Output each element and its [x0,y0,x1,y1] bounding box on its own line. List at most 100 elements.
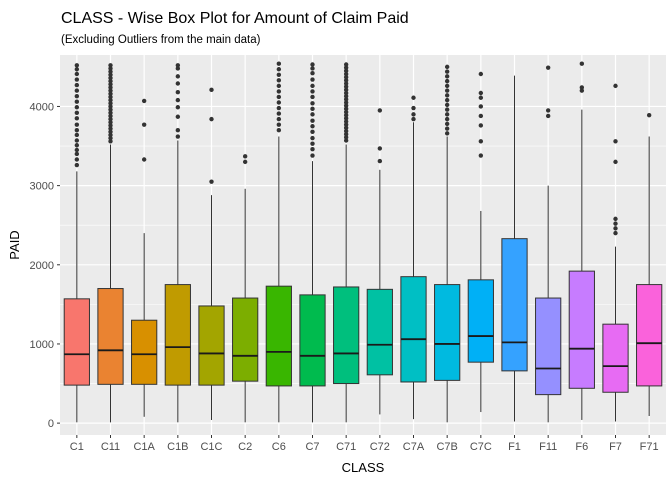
outlier-point [108,104,113,109]
y-tick-label: 2000 [30,260,54,272]
outlier-point [613,139,618,144]
outlier-point [310,89,315,94]
outlier-point [175,105,181,110]
outlier-point [377,158,383,164]
outlier-point [310,124,315,129]
x-tick-label: C1A [133,441,155,453]
box-body [636,284,663,387]
y-tick-label: 4000 [30,101,54,113]
chart-subtitle: (Excluding Outliers from the main data) [61,34,261,46]
x-tick-label: F7 [609,441,622,453]
outlier-point [343,109,349,115]
outlier-point [613,226,618,231]
outlier-point [108,63,113,68]
x-tick-label: F1 [508,441,521,453]
box-body [535,297,562,396]
outlier-point [74,105,80,110]
outlier-point [141,122,147,127]
x-axis-ticks: C1 C11 C1A C1B C1C C2 C6 C7 C71 C72 C7A C7B C7C F1 F11… [70,435,659,453]
outlier-point [74,71,80,77]
outlier-point [276,61,282,66]
outlier-point [478,95,484,100]
outlier-point [343,93,349,99]
box-c6 [265,61,292,423]
outlier-point [646,112,652,118]
box-c72 [366,108,393,415]
outlier-point [411,112,416,117]
outlier-point [343,125,349,131]
outlier-point [444,83,450,89]
outlier-point [108,123,113,128]
outlier-point [310,71,315,76]
outlier-point [613,221,618,226]
outlier-point [310,83,315,89]
x-tick-label: C6 [272,441,286,453]
outlier-point [444,69,450,74]
outlier-point [74,132,80,138]
plot-panel [60,55,666,435]
outlier-point [175,63,181,68]
outlier-point [276,111,282,116]
box-body [265,285,292,387]
outlier-point [242,159,248,165]
box-body [467,279,494,363]
outlier-point [343,100,349,105]
box-body [434,284,461,381]
outlier-point [411,95,416,100]
outlier-point [108,78,113,84]
outlier-point [175,66,181,71]
box-c2 [232,154,259,423]
x-tick-label: C1 [70,441,84,453]
outlier-point [343,84,349,89]
outlier-point [343,135,349,140]
outlier-point [108,69,113,74]
outlier-point [175,114,181,119]
outlier-point [310,77,315,82]
outlier-point [108,107,113,112]
outlier-point [74,151,80,157]
outlier-point [411,116,416,122]
box-c7 [299,62,326,423]
x-tick-label: C7C [470,441,492,453]
box-body [232,297,259,382]
outlier-point [478,71,484,77]
outlier-point [74,147,80,153]
outlier-point [175,134,181,139]
outlier-point [444,107,450,112]
outlier-point [74,82,80,88]
outlier-point [74,77,80,82]
box-f11 [535,65,562,423]
outlier-point [444,121,450,127]
box-body [299,294,326,387]
outlier-point [478,123,484,128]
outlier-point [444,74,450,79]
outlier-point [108,113,113,119]
outlier-point [545,65,551,70]
outlier-point [175,128,181,133]
x-tick-label: C7 [305,441,319,453]
box-f6 [568,61,595,420]
outlier-point [276,105,282,111]
box-c71 [333,62,360,423]
outlier-point [108,66,113,71]
outlier-point [310,141,315,146]
box-body [97,288,124,385]
x-tick-label: C1C [200,441,222,453]
outlier-point [310,94,315,100]
outlier-point [74,63,80,68]
box-body [198,305,225,386]
outlier-point [343,71,349,77]
outlier-point [276,89,282,94]
outlier-point [613,230,618,236]
outlier-point [276,122,282,127]
box-c11 [97,63,124,423]
outlier-point [74,157,80,162]
outlier-point [209,116,214,122]
outlier-point [108,88,113,93]
box-body [366,288,393,376]
outlier-point [276,94,282,100]
outlier-point [108,116,113,122]
outlier-point [343,62,349,67]
outlier-point [343,103,349,108]
outlier-point [478,139,484,144]
